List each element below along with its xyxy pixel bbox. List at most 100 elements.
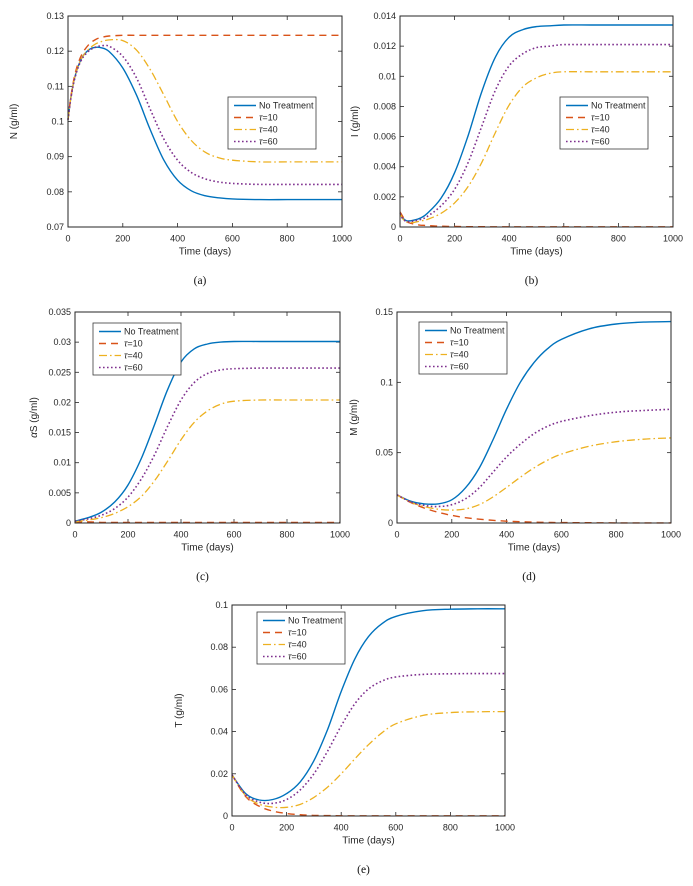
svg-text:τ=60: τ=60 (259, 137, 278, 147)
series-tau-10 (67, 34, 342, 120)
svg-text:0.05: 0.05 (375, 448, 393, 458)
svg-text:0.01: 0.01 (53, 458, 71, 468)
svg-text:1000: 1000 (663, 234, 683, 244)
svg-text:0.03: 0.03 (53, 337, 71, 347)
svg-text:No Treatment: No Treatment (124, 327, 179, 337)
legend-item-no-treatment: No Treatment (234, 101, 314, 111)
svg-text:600: 600 (225, 234, 240, 244)
legend-item-tau-10: τ=10 (99, 339, 143, 349)
svg-text:400: 400 (170, 234, 185, 244)
y-axis-label: T (g/ml) (174, 693, 185, 727)
legend: No Treatment τ=10 τ=40 τ=60 (227, 96, 317, 150)
series-no-treatment (396, 320, 672, 505)
svg-text:600: 600 (226, 530, 241, 540)
svg-text:τ=60: τ=60 (591, 137, 610, 147)
series-tau-40 (399, 71, 673, 224)
svg-text:200: 200 (444, 530, 459, 540)
svg-text:0.08: 0.08 (210, 642, 228, 652)
legend: No Treatment τ=10 τ=40 τ=60 (418, 321, 508, 375)
svg-text:1000: 1000 (661, 530, 681, 540)
svg-text:0: 0 (65, 234, 70, 244)
subplot-b: 0 200 400 600 800 1000 0 0.002 0.004 0.006 0.008 0.… (350, 11, 683, 287)
svg-text:0.02: 0.02 (53, 397, 71, 407)
svg-text:0.06: 0.06 (210, 684, 228, 694)
series-tau-60 (74, 367, 340, 522)
legend-item-tau-40: τ=40 (263, 640, 307, 650)
svg-text:800: 800 (611, 234, 626, 244)
series-tau-60 (231, 672, 506, 805)
svg-text:τ=10: τ=10 (124, 339, 143, 349)
svg-text:400: 400 (502, 234, 517, 244)
svg-text:0.09: 0.09 (46, 152, 64, 162)
svg-text:0.02: 0.02 (210, 769, 228, 779)
svg-text:600: 600 (388, 823, 403, 833)
svg-text:τ=40: τ=40 (450, 350, 469, 360)
legend: No Treatment τ=10 τ=40 τ=60 (256, 611, 346, 665)
svg-text:0.035: 0.035 (48, 307, 71, 317)
y-axis-label: αS (g/ml) (29, 397, 40, 438)
series-tau-60 (396, 408, 672, 508)
axes-box (399, 15, 674, 228)
series-tau-60 (67, 44, 342, 186)
svg-text:τ=40: τ=40 (124, 351, 143, 361)
svg-text:τ=10: τ=10 (591, 113, 610, 123)
x-axis-label: Time (days) (342, 836, 394, 847)
x-tick-labels: 0 200 400 600 800 1000 (65, 234, 352, 244)
svg-text:No Treatment: No Treatment (288, 616, 343, 626)
svg-text:τ=60: τ=60 (288, 652, 307, 662)
subplot-caption-e: (e) (357, 864, 370, 876)
svg-text:0: 0 (66, 518, 71, 528)
svg-text:0.014: 0.014 (373, 11, 396, 21)
svg-text:0.025: 0.025 (48, 367, 71, 377)
legend-item-no-treatment: No Treatment (425, 326, 505, 336)
svg-text:0: 0 (388, 518, 393, 528)
series-tau-10 (231, 774, 505, 817)
legend-item-tau-10: τ=10 (234, 113, 278, 123)
legend-item-tau-60: τ=60 (263, 652, 307, 662)
subplot-e: 0 200 400 600 800 1000 0 0.02 0.04 0.06 0.08 0.1 Tim… (174, 600, 515, 876)
svg-text:0.15: 0.15 (375, 307, 393, 317)
legend-item-tau-60: τ=60 (99, 363, 143, 373)
svg-text:800: 800 (609, 530, 624, 540)
svg-text:600: 600 (556, 234, 571, 244)
legend-item-tau-40: τ=40 (234, 125, 278, 135)
svg-text:τ=10: τ=10 (259, 113, 278, 123)
svg-text:200: 200 (279, 823, 294, 833)
svg-text:0.002: 0.002 (373, 192, 396, 202)
subplot-c: 0 200 400 600 800 1000 0 0.005 0.01 0.015 0.02 0.02… (29, 307, 350, 583)
legend-item-tau-60: τ=60 (425, 362, 469, 372)
y-axis-label: N (g/ml) (9, 104, 20, 140)
svg-text:0.008: 0.008 (373, 101, 396, 111)
y-tick-labels: 0 0.05 0.1 0.15 (375, 307, 393, 528)
axes-box (74, 311, 341, 524)
svg-text:0.01: 0.01 (378, 71, 396, 81)
svg-text:0.07: 0.07 (46, 222, 64, 232)
legend-item-tau-40: τ=40 (566, 125, 610, 135)
x-axis-label: Time (days) (181, 543, 233, 554)
series-tau-10 (396, 494, 671, 524)
legend-item-tau-10: τ=10 (566, 113, 610, 123)
legend-item-no-treatment: No Treatment (99, 327, 179, 337)
svg-text:0.1: 0.1 (215, 600, 228, 610)
svg-text:τ=40: τ=40 (288, 640, 307, 650)
svg-text:0.012: 0.012 (373, 41, 396, 51)
series-tau-10 (74, 521, 340, 524)
subplot-caption-a: (a) (194, 275, 207, 287)
axes-box (67, 15, 343, 228)
svg-text:0: 0 (229, 823, 234, 833)
series-no-treatment (231, 608, 506, 802)
y-tick-labels: 0 0.005 0.01 0.015 0.02 0.025 0.03 0.035 (48, 307, 71, 528)
svg-text:1000: 1000 (495, 823, 515, 833)
legend-item-tau-40: τ=40 (425, 350, 469, 360)
y-axis-label: I (g/ml) (350, 106, 361, 137)
series-tau-40 (67, 38, 342, 163)
svg-text:1000: 1000 (330, 530, 350, 540)
svg-text:200: 200 (447, 234, 462, 244)
svg-text:0: 0 (391, 222, 396, 232)
series-tau-10 (399, 211, 673, 228)
svg-text:0.08: 0.08 (46, 187, 64, 197)
series-no-treatment (399, 24, 673, 222)
svg-text:0.13: 0.13 (46, 11, 64, 21)
legend-item-tau-60: τ=60 (566, 137, 610, 147)
y-tick-labels: 0 0.002 0.004 0.006 0.008 0.01 0.012 0.014 (373, 11, 396, 232)
